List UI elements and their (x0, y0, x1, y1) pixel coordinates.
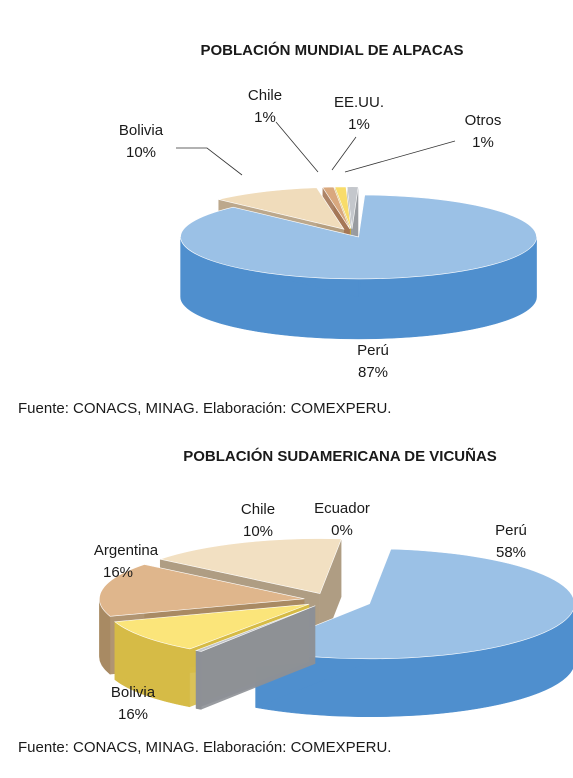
slice-top (158, 538, 342, 594)
pie-slice-ecuador (194, 605, 316, 710)
pie-slice-peru (180, 194, 537, 340)
chart-source: Fuente: CONACS, MINAG. Elaboración: COME… (18, 400, 391, 417)
chart-vicunas: POBLACIÓN SUDAMERICANA DE VICUÑAS Argent… (18, 447, 573, 756)
slice-top (322, 186, 351, 229)
pie-group (99, 538, 573, 718)
slice-top (346, 186, 359, 229)
slice-label-bolivia: Bolivia (119, 122, 164, 139)
slice-label-chile: Chile (241, 501, 275, 518)
slice-pct-peru: 58% (496, 544, 526, 561)
slice-pct-chile: 10% (243, 523, 273, 540)
slice-top (194, 605, 316, 652)
pie-group (180, 186, 537, 340)
slice-cut (196, 605, 316, 709)
chart-alpacas: POBLACIÓN MUNDIAL DE ALPACAS Bolivia 10%… (18, 41, 537, 417)
slice-pct-peru: 87% (358, 364, 388, 381)
slice-top (180, 194, 537, 280)
leader-line (176, 147, 243, 176)
slice-label-eeuu: EE.UU. (334, 94, 384, 111)
slice-label-otros: Otros (465, 112, 502, 129)
slice-label-peru: Perú (495, 522, 527, 539)
slice-label-bolivia: Bolivia (111, 684, 156, 701)
leader-line (275, 121, 319, 173)
leader-line (331, 136, 357, 171)
slice-pct-eeuu: 1% (348, 116, 370, 133)
slice-pct-chile: 1% (254, 109, 276, 126)
slice-pct-bolivia: 10% (126, 144, 156, 161)
slice-top (254, 548, 573, 660)
slice-top (99, 564, 305, 617)
leader-line (344, 140, 456, 173)
slice-label-peru: Perú (357, 342, 389, 359)
slice-pct-ecuador: 0% (331, 522, 353, 539)
slice-top (114, 603, 310, 650)
slice-label-argentina: Argentina (94, 542, 159, 559)
chart-title: POBLACIÓN SUDAMERICANA DE VICUÑAS (183, 447, 497, 465)
chart-title: POBLACIÓN MUNDIAL DE ALPACAS (200, 41, 463, 59)
slice-top (334, 186, 352, 229)
slice-pct-otros: 1% (472, 134, 494, 151)
slice-label-ecuador: Ecuador (314, 500, 370, 517)
slice-pct-bolivia: 16% (118, 706, 148, 723)
chart-source: Fuente: CONACS, MINAG. Elaboración: COME… (18, 739, 391, 756)
slice-top (218, 187, 345, 230)
slice-label-chile: Chile (248, 87, 282, 104)
slice-pct-argentina: 16% (103, 564, 133, 581)
